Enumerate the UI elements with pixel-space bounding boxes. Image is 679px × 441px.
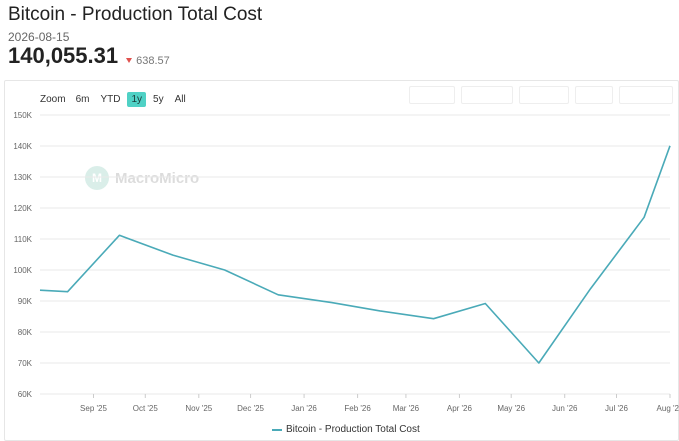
collect-button[interactable]: [461, 86, 513, 104]
share-button[interactable]: [409, 86, 455, 104]
x-tick-label: Feb '26: [344, 404, 371, 413]
down-arrow-icon: [126, 58, 133, 63]
zoom-label: Zoom: [40, 94, 66, 105]
zoom-6m-button[interactable]: 6m: [75, 94, 90, 105]
latest-date: 2026-08-15: [8, 30, 70, 44]
zoom-1y-button[interactable]: 1y: [127, 92, 147, 107]
more-button[interactable]: [619, 86, 673, 104]
y-tick-label: 100K: [13, 266, 32, 275]
y-tick-label: 80K: [18, 328, 33, 337]
latest-value-row: 140,055.31 638.57: [8, 43, 170, 69]
legend-label: Bitcoin - Production Total Cost: [286, 424, 420, 435]
legend[interactable]: Bitcoin - Production Total Cost: [272, 424, 420, 435]
x-tick-label: Dec '25: [237, 404, 264, 413]
x-tick-label: May '26: [497, 404, 525, 413]
latest-value: 140,055.31: [8, 43, 119, 68]
y-tick-label: 130K: [13, 173, 32, 182]
y-tick-label: 140K: [13, 142, 32, 151]
zoom-bar: Zoom 6m YTD 1y 5y All: [40, 92, 193, 107]
legend-line-icon: [272, 428, 282, 431]
zoom-all-button[interactable]: All: [174, 94, 186, 105]
x-tick-label: Sep '25: [80, 404, 107, 413]
x-tick-label: Oct '25: [133, 404, 159, 413]
download-button[interactable]: [519, 86, 569, 104]
x-tick-label: Apr '26: [447, 404, 473, 413]
y-tick-label: 110K: [14, 235, 33, 244]
x-tick-label: Nov '25: [185, 404, 212, 413]
zoom-5y-button[interactable]: 5y: [153, 94, 164, 105]
series-line: [39, 145, 671, 364]
chart-toolbar: [409, 86, 673, 104]
x-tick-label: Aug '26: [657, 404, 679, 413]
chart-panel: [4, 80, 679, 441]
x-tick-label: Mar '26: [393, 404, 420, 413]
x-tick-label: Jun '26: [552, 404, 578, 413]
x-tick-label: Jul '26: [605, 404, 628, 413]
zoom-ytd-button[interactable]: YTD: [100, 94, 121, 105]
y-tick-label: 90K: [18, 297, 33, 306]
y-tick-label: 150K: [13, 111, 32, 120]
y-tick-label: 70K: [18, 359, 33, 368]
y-tick-label: 120K: [13, 204, 32, 213]
y-tick-label: 60K: [18, 390, 33, 399]
change-value: 638.57: [136, 54, 170, 67]
chart-title: Bitcoin - Production Total Cost: [8, 4, 263, 25]
edit-button[interactable]: [575, 86, 613, 104]
x-tick-label: Jan '26: [291, 404, 317, 413]
change-indicator: 638.57: [126, 55, 170, 67]
